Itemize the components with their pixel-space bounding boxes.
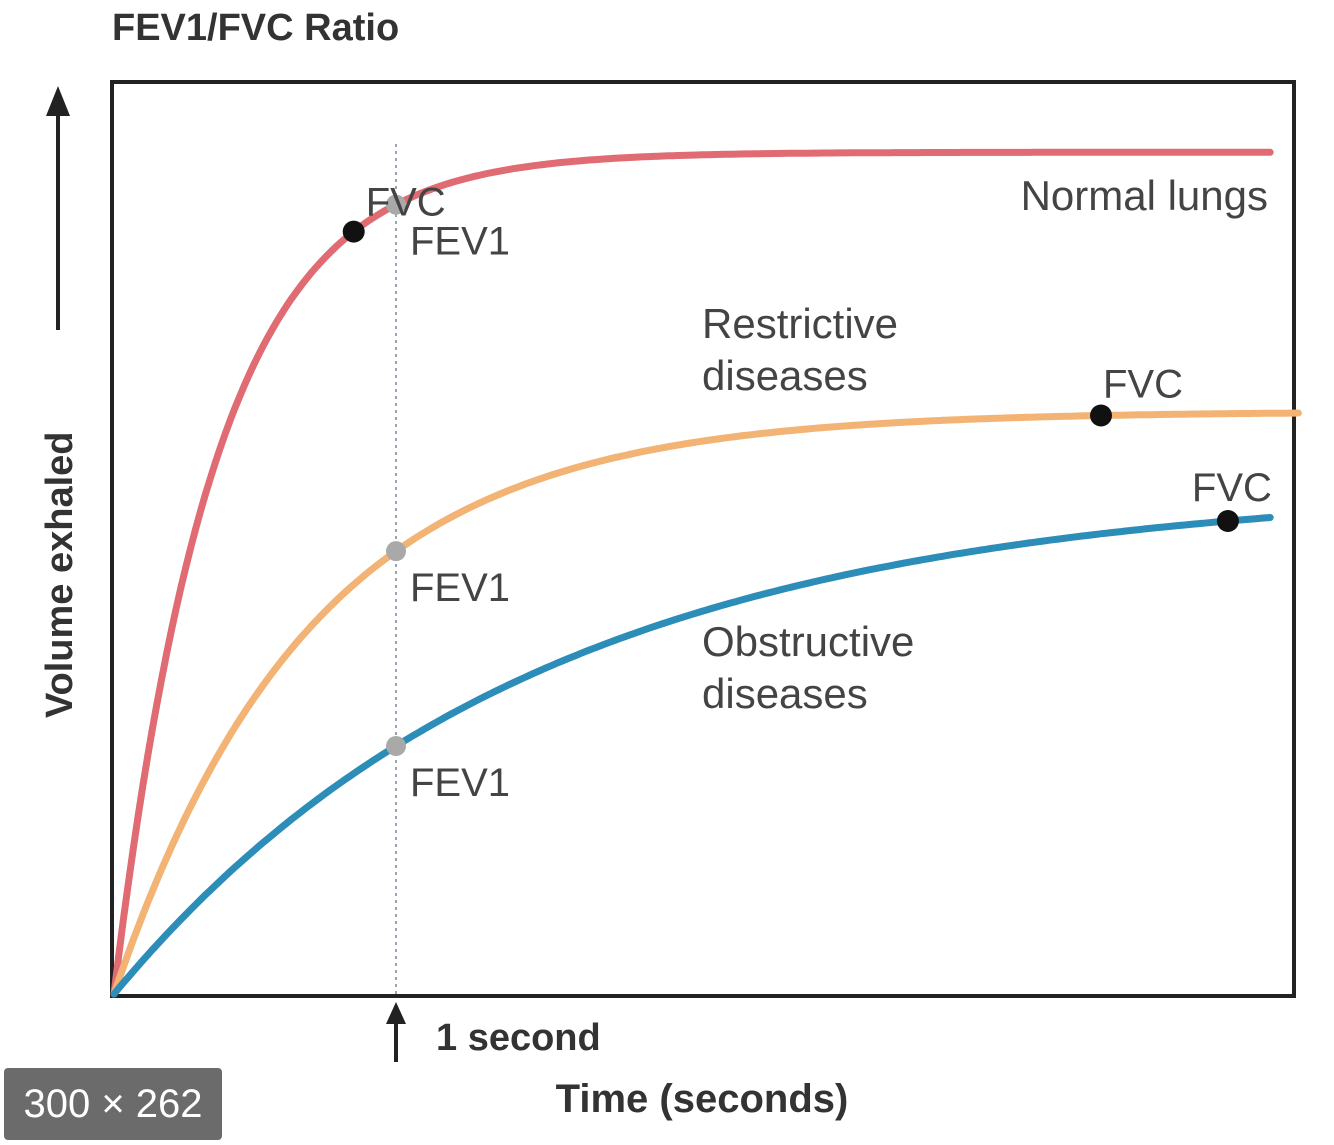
y-axis-label-group: Volume exhaled	[39, 86, 81, 718]
fev1-label-restrictive-diseases: FEV1	[410, 566, 510, 610]
series-label-line: Restrictive	[702, 300, 898, 347]
series-label-normal-lungs: Normal lungs	[1021, 172, 1268, 219]
fvc-label-normal-lungs: FVC	[366, 181, 446, 225]
series-label-line: Obstructive	[702, 618, 914, 665]
series-label-line: Normal lungs	[1021, 172, 1268, 219]
series-line-normal-lungs	[110, 148, 1274, 998]
fev1-point-restrictive-diseases	[386, 541, 406, 562]
x-axis-label: Time (seconds)	[556, 1077, 849, 1121]
series-label-restrictive-diseases: Restrictive diseases	[702, 300, 898, 399]
series-layer	[110, 148, 1302, 998]
fvc-point-restrictive-diseases	[1090, 404, 1112, 427]
x-marker-label: 1 second	[436, 1017, 601, 1059]
y-axis-label: Volume exhaled	[39, 431, 81, 718]
fvc-point-obstructive-diseases	[1216, 510, 1239, 533]
fvc-label-obstructive-diseases: FVC	[1192, 466, 1272, 510]
series-label-line: diseases	[702, 670, 868, 717]
plot-frame	[110, 80, 1296, 998]
fvc-point-normal-lungs	[342, 220, 365, 243]
chart-title: FEV1/FVC Ratio	[112, 7, 399, 49]
image-size-badge: 300 × 262	[4, 1068, 222, 1140]
x-marker-arrow-head	[386, 1002, 406, 1024]
x-marker-group: 1 second	[386, 1002, 601, 1062]
series-label-line: diseases	[702, 352, 868, 399]
fev1-label-normal-lungs: FEV1	[410, 220, 510, 264]
fev1-point-obstructive-diseases	[386, 736, 406, 757]
fev1-label-obstructive-diseases: FEV1	[410, 761, 510, 805]
fvc-label-restrictive-diseases: FVC	[1103, 363, 1183, 407]
series-line-obstructive-diseases	[110, 514, 1274, 998]
fev1-point-normal-lungs	[386, 194, 406, 215]
series-label-obstructive-diseases: Obstructive diseases	[702, 618, 914, 717]
y-axis-arrow-head	[46, 86, 70, 116]
